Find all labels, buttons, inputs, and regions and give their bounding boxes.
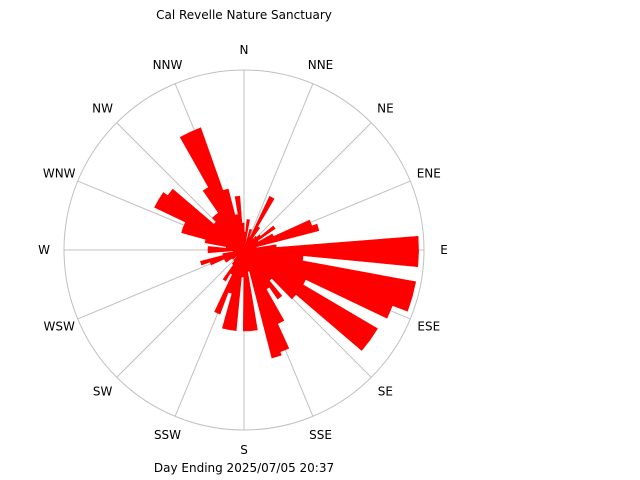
wind-bar: [243, 195, 275, 251]
wind-bar: [167, 188, 245, 251]
wind-bar: [243, 219, 250, 251]
direction-label-w: W: [38, 243, 50, 257]
direction-label-sw: SW: [93, 384, 113, 398]
direction-label-sse: SSE: [309, 428, 332, 442]
wind-bar: [200, 249, 245, 266]
direction-label-nnw: NNW: [153, 58, 183, 72]
chart-footer: Day Ending 2025/07/05 20:37: [154, 461, 334, 475]
wind-bar: [243, 249, 371, 351]
direction-label-ene: ENE: [417, 167, 441, 181]
wind-bar: [242, 249, 251, 332]
direction-label-ssw: SSW: [154, 428, 181, 442]
direction-label-wnw: WNW: [43, 167, 76, 181]
direction-label-ne: NE: [377, 102, 394, 116]
direction-label-nw: NW: [92, 102, 113, 116]
wind-bar: [243, 225, 276, 251]
direction-labels: N NNE NE ENE E ESE SE SSE S SSW SW WSW W WNW NW NNW: [38, 43, 448, 457]
direction-label-nne: NNE: [308, 58, 334, 72]
wind-bar: [243, 249, 282, 359]
direction-label-n: N: [240, 43, 249, 57]
direction-label-ese: ESE: [417, 320, 440, 334]
direction-label-e: E: [440, 243, 448, 257]
wind-bar: [243, 249, 393, 319]
direction-label-se: SE: [378, 384, 393, 398]
spoke-sw: [116, 249, 245, 378]
direction-label-wsw: WSW: [44, 320, 75, 334]
wind-bar: [243, 223, 320, 251]
wind-bar: [189, 127, 245, 251]
direction-label-s: S: [240, 443, 248, 457]
chart-title: Cal Revelle Nature Sanctuary: [156, 8, 332, 22]
wind-bar: [241, 222, 245, 251]
wind-bars: [154, 127, 419, 359]
spoke-ne: [243, 122, 372, 251]
spoke-nne: [243, 83, 314, 251]
